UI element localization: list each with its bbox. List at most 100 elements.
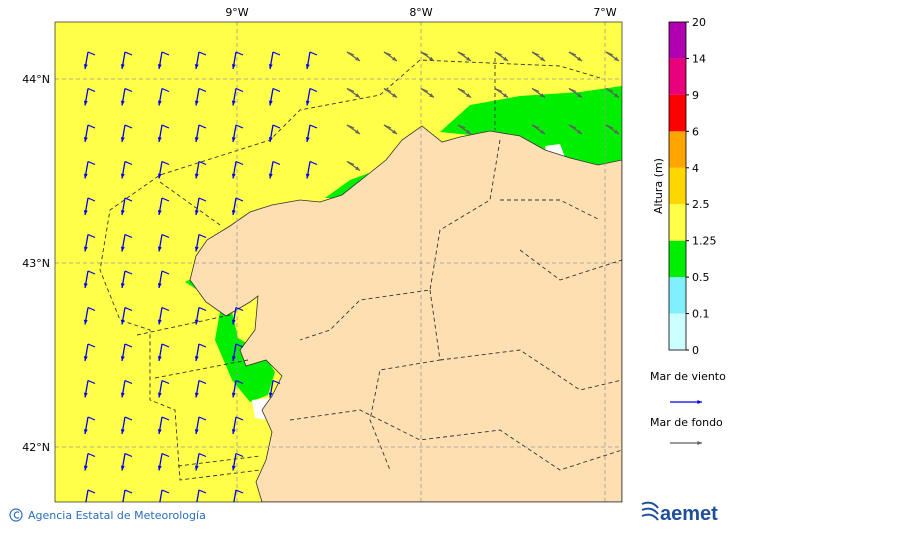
wind-sea-arrow-barb (235, 489, 244, 494)
wind-sea-arrow (196, 489, 200, 502)
wind-sea-arrow-head (157, 137, 162, 142)
wind-sea-arrow-barb (124, 270, 133, 275)
legend-label: Mar de viento (650, 370, 726, 383)
land (189, 125, 622, 502)
wind-sea-arrow-head (232, 502, 236, 507)
wind-sea-arrow-barb (198, 124, 207, 129)
wind-sea-arrow-barb (161, 87, 170, 93)
wind-sea-arrow-barb (124, 306, 133, 312)
colorbar-frame (668, 21, 687, 351)
wind-sea-arrow-head (231, 64, 236, 69)
wind-sea-arrow-barb (272, 160, 281, 166)
lat-label: 43°N (22, 257, 50, 270)
wind-sea-arrow (159, 489, 163, 502)
wind-sea-arrow-barb (272, 379, 281, 385)
colorbar-band (669, 240, 686, 278)
swell-arrow-barb (383, 87, 392, 93)
wind-sea-arrow-head (120, 356, 125, 361)
green-zone (440, 86, 622, 170)
wind-sea-arrow-head (231, 465, 236, 471)
wind-sea-arrow-head (158, 502, 162, 507)
province-border (289, 139, 622, 471)
swell-arrow-head (355, 129, 360, 134)
wind-sea-arrow-head (120, 392, 125, 398)
swell-arrow-barb (383, 51, 392, 56)
wind-sea-arrow-barb (235, 379, 244, 385)
wind-sea-arrow-head (194, 392, 199, 398)
wind-sea-arrow-barb (87, 270, 96, 275)
swell-arrow-head (466, 93, 471, 98)
legend-arrow-head (697, 441, 702, 445)
swell-arrow-barb (531, 51, 540, 56)
wind-sea-arrow-head (157, 283, 162, 288)
wind-sea-arrow-head (157, 246, 162, 252)
swell-arrow-barb (346, 87, 355, 93)
wind-sea-arrow-head (194, 356, 199, 361)
wind-sea-arrow-head (305, 137, 310, 142)
colorbar-label: 20 (692, 16, 706, 29)
wind-sea-arrow-head (194, 173, 199, 179)
swell-arrow-head (577, 93, 582, 98)
wind-sea-arrow-barb (87, 379, 96, 385)
wind-sea-arrow-head (305, 173, 310, 179)
wind-sea-arrow-head (231, 429, 236, 434)
wind-sea-arrow-barb (309, 124, 318, 129)
wind-sea-arrow-barb (272, 124, 281, 129)
legend-arrow (670, 441, 702, 445)
wind-sea-arrow-barb (161, 306, 170, 312)
wind-sea-arrow-barb (235, 343, 244, 348)
map (55, 22, 622, 507)
wind-sea-arrow-head (157, 429, 162, 434)
wind-sea-arrow-barb (87, 489, 96, 494)
wind-sea-arrow-head (194, 64, 199, 69)
colorbar-label: 6 (692, 125, 699, 138)
wind-sea-arrow-barb (87, 416, 96, 421)
zone-border (136, 58, 496, 467)
swell-arrow-head (577, 56, 582, 61)
wind-sea-arrow (122, 489, 126, 502)
wind-sea-arrow-barb (198, 343, 207, 348)
swell-arrow-head (392, 93, 397, 98)
wind-sea-arrow-head (83, 356, 88, 361)
wind-sea-arrow-barb (235, 416, 244, 421)
green-zone (185, 272, 275, 402)
wind-sea-arrow-head (120, 246, 125, 252)
wind-sea-arrow-barb (87, 160, 96, 166)
wind-sea-arrow-barb (235, 452, 244, 458)
swell-arrow-head (503, 93, 508, 98)
lat-label: 42°N (22, 441, 50, 454)
wind-sea-arrow-head (231, 137, 236, 142)
swell-arrow-barb (531, 87, 540, 93)
wind-sea-arrow-barb (87, 51, 96, 56)
colorbar-label: 1.25 (692, 235, 717, 248)
swell-arrow-head (540, 93, 545, 98)
wind-sea-arrow-head (194, 137, 199, 142)
lat-label: 44°N (22, 73, 50, 86)
swell-arrow-barb (420, 87, 429, 93)
swell-arrow-head (392, 129, 397, 134)
wind-sea-arrow-head (83, 64, 88, 69)
legend-arrow-head (697, 400, 702, 404)
wind-sea-arrow-barb (198, 51, 207, 56)
swell-arrow-barb (457, 87, 466, 93)
wind-sea-arrow-head (83, 246, 88, 252)
wind-sea-arrow-head (194, 246, 199, 252)
wind-sea-arrow-barb (272, 51, 281, 56)
wind-sea-arrow-head (83, 429, 88, 434)
wind-sea-arrow-barb (124, 452, 133, 458)
wind-sea-arrow-barb (124, 343, 133, 348)
wind-sea-arrow-head (231, 210, 236, 215)
colorbar-band (669, 313, 686, 350)
map-frame (54, 21, 623, 503)
wind-sea-arrow-head (120, 429, 125, 434)
wind-sea-arrow-barb (198, 489, 207, 494)
wind-sea-arrow-barb (235, 197, 244, 202)
wind-sea-arrow-barb (309, 51, 318, 56)
swell-arrow-barb (605, 124, 614, 129)
legend-arrow (670, 400, 702, 404)
swell-arrow-barb (383, 124, 392, 129)
swell-arrow-barb (457, 51, 466, 56)
wind-sea-arrow-barb (161, 160, 170, 166)
swell-arrow-barb (346, 124, 355, 129)
wind-sea-arrow-barb (124, 51, 133, 56)
